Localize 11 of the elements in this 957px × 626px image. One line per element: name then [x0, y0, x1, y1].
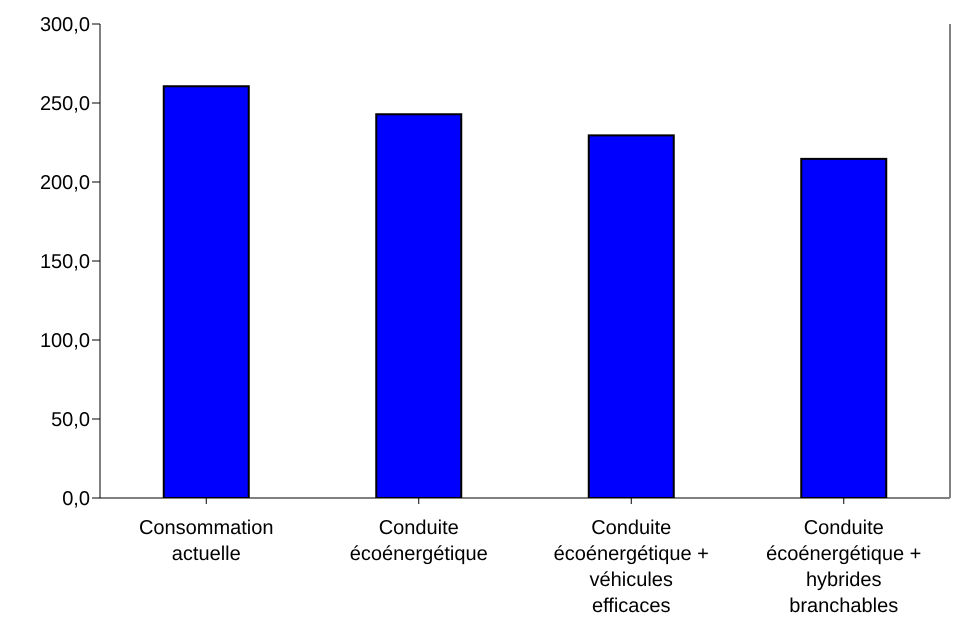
x-tick-label: Consommation actuelle	[138, 517, 274, 565]
y-tick-label: 150,0	[40, 251, 90, 274]
x-tick-label: Conduite écoénergétique + véhicules efficaces	[554, 517, 709, 617]
y-tick-label: 50,0	[51, 409, 90, 432]
y-tick-label: 100,0	[40, 330, 90, 352]
x-tick-label: Conduite écoénergétique	[350, 517, 488, 565]
y-tick-label: 200,0	[40, 172, 90, 194]
y-tick-label: 300,0	[40, 14, 90, 36]
y-tick-label: 250,0	[40, 93, 90, 116]
y-tick-label: 0,0	[62, 488, 90, 510]
x-tick-label: Conduite écoénergétique + hybrides branchables	[766, 517, 922, 617]
